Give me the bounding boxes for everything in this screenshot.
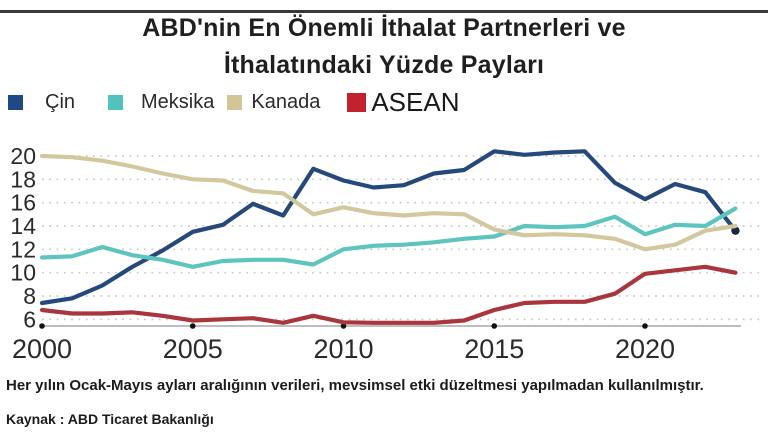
- y-axis-label-16: 16: [10, 190, 36, 216]
- x-axis-label-2005: 2005: [163, 334, 223, 364]
- series-line-Meksika: [39, 206, 738, 269]
- y-axis-label-20: 20: [10, 143, 36, 169]
- x-axis-label-2010: 2010: [313, 334, 373, 364]
- legend-swatch-cin: [8, 94, 23, 110]
- chart-legend: Çin Meksika Kanada ASEAN: [8, 86, 768, 118]
- y-axis-label-12: 12: [10, 236, 36, 262]
- series-line-ASEAN: [39, 264, 738, 325]
- chart-title: ABD'nin En Önemli İthalat Partnerleri ve…: [0, 10, 768, 84]
- legend-swatch-asean: [347, 92, 367, 112]
- legend-label-meksika: Meksika: [141, 90, 215, 113]
- chart-title-line2: İthalatındaki Yüzde Payları: [223, 51, 545, 79]
- chart-source: Kaynak : ABD Ticaret Bakanlığı: [6, 411, 214, 427]
- legend-label-kanada: Kanada: [251, 90, 321, 113]
- x-tick-dot-2005: [189, 323, 196, 329]
- y-axis-label-6: 6: [23, 306, 36, 332]
- series-end-marker-Çin: [731, 226, 740, 235]
- legend-swatch-meksika: [108, 94, 124, 110]
- legend-label-asean: ASEAN: [371, 86, 460, 117]
- x-tick-dot-2000: [39, 323, 45, 329]
- y-axis-label-10: 10: [10, 260, 36, 286]
- x-tick-dot-2020: [642, 323, 648, 329]
- top-border: [0, 10, 768, 13]
- chart-title-line1: ABD'nin En Önemli İthalat Partnerleri ve: [142, 14, 626, 42]
- x-axis-label-2020: 2020: [615, 334, 675, 364]
- chart-footnote: Her yılın Ocak-Mayıs ayları aralığının v…: [6, 377, 704, 394]
- x-tick-dot-2010: [340, 323, 347, 329]
- series-line-Kanada: [39, 153, 738, 252]
- y-axis-label-18: 18: [10, 166, 36, 192]
- legend-swatch-kanada: [227, 94, 243, 110]
- x-axis-label-2015: 2015: [464, 334, 524, 364]
- x-axis-label-2000: 2000: [12, 334, 72, 364]
- legend-label-cin: Çin: [45, 90, 76, 113]
- x-tick-dot-2015: [491, 323, 498, 329]
- y-axis-label-8: 8: [23, 283, 36, 309]
- series-line-Çin: [39, 149, 738, 306]
- y-axis-label-14: 14: [10, 213, 36, 239]
